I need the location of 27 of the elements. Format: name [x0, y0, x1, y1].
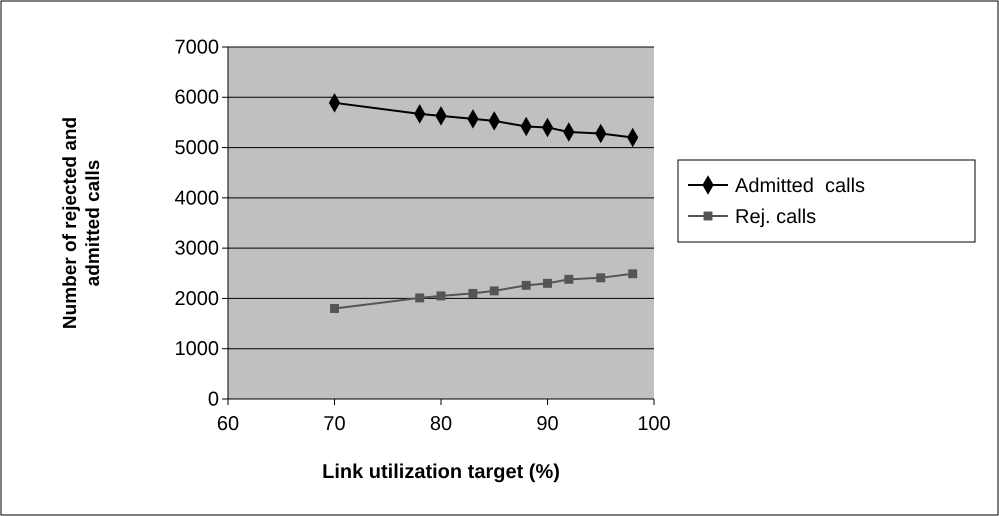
legend-label: Admitted calls [735, 175, 866, 197]
x-tick-label: 90 [536, 413, 559, 435]
point [596, 273, 606, 282]
point [543, 278, 552, 288]
y-tick-label: 7000 [174, 36, 219, 58]
point [628, 269, 638, 278]
point [490, 286, 499, 296]
point [522, 280, 531, 290]
y-tick-label: 5000 [174, 136, 219, 159]
point [436, 291, 446, 300]
point [468, 288, 478, 298]
y-tick-label: 4000 [174, 187, 219, 210]
point [564, 274, 574, 284]
x-axis-title: Link utilization target (%) [322, 461, 560, 483]
x-tick-label: 60 [216, 413, 240, 435]
point [330, 304, 339, 313]
y-tick-label: 6000 [174, 86, 219, 109]
x-tick-label: 80 [430, 413, 452, 435]
y-tick-label: 1000 [174, 338, 219, 360]
y-tick-label: 0 [208, 388, 219, 410]
y-axis-title: Number of rejected and admitted calls [60, 116, 104, 330]
y-tick-label: 3000 [174, 238, 219, 260]
point [415, 293, 424, 302]
y-tick-label: 2000 [174, 288, 219, 310]
x-tick-label: 70 [323, 413, 346, 435]
x-tick-label: 100 [637, 413, 671, 435]
legend-label: Rej. calls [735, 206, 816, 228]
